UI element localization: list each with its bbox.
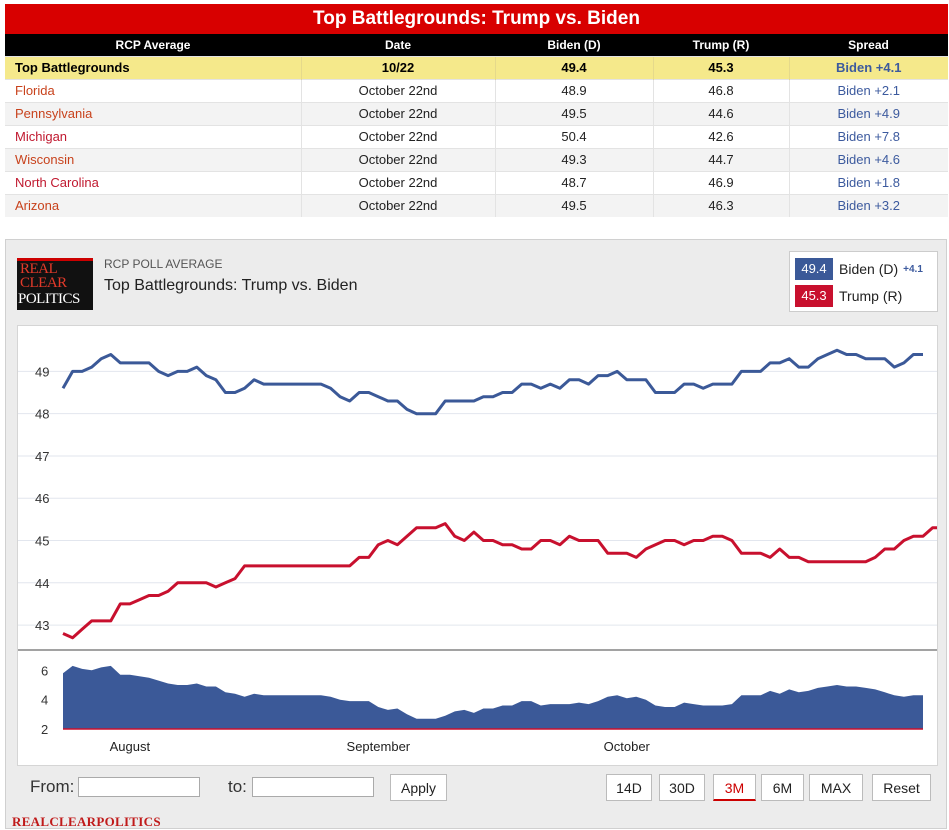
range-3m-button[interactable]: 3M bbox=[713, 774, 756, 801]
row-spread: Biden +3.2 bbox=[788, 193, 948, 217]
col-rcp-average[interactable]: RCP Average bbox=[5, 34, 301, 56]
row-spread: Biden +4.9 bbox=[788, 101, 948, 125]
state-link[interactable]: Pennsylvania bbox=[5, 101, 301, 125]
col-date[interactable]: Date bbox=[301, 34, 495, 56]
row-biden: 49.5 bbox=[494, 193, 653, 217]
spread-tick-label: 6 bbox=[41, 663, 48, 678]
header-title: Top Battlegrounds: Trump vs. Biden bbox=[5, 4, 948, 34]
to-date-input[interactable] bbox=[252, 777, 374, 797]
row-trump: 46.8 bbox=[652, 78, 789, 102]
summary-trump: 45.3 bbox=[652, 55, 789, 79]
row-date: October 22nd bbox=[300, 193, 495, 217]
logo-line-politics: POLITICS bbox=[18, 291, 80, 307]
row-date: October 22nd bbox=[300, 101, 495, 125]
row-trump: 44.6 bbox=[652, 101, 789, 125]
legend-biden-value: 49.4 bbox=[795, 258, 833, 280]
y-tick-label: 45 bbox=[35, 534, 49, 549]
table-row: Arizona October 22nd 49.5 46.3 Biden +3.… bbox=[5, 193, 948, 217]
trump-series-line bbox=[62, 522, 937, 640]
range-controls: From: to: Apply 14D 30D 3M 6M MAX Reset bbox=[17, 767, 938, 805]
row-trump: 46.9 bbox=[652, 170, 789, 194]
chart-kicker: RCP POLL AVERAGE bbox=[104, 257, 223, 271]
row-date: October 22nd bbox=[300, 170, 495, 194]
col-biden[interactable]: Biden (D) bbox=[495, 34, 653, 56]
row-date: October 22nd bbox=[300, 78, 495, 102]
x-month-label: August bbox=[110, 739, 151, 754]
legend-biden-label: Biden (D) bbox=[839, 261, 899, 277]
plot-area[interactable]: 43 44 45 46 47 48 49 2 4 6 August September October bbox=[17, 325, 938, 766]
table-row: Michigan October 22nd 50.4 42.6 Biden +7… bbox=[5, 124, 948, 148]
spread-tick-label: 2 bbox=[41, 722, 48, 737]
range-max-button[interactable]: MAX bbox=[809, 774, 863, 801]
row-trump: 42.6 bbox=[652, 124, 789, 148]
state-link[interactable]: Florida bbox=[5, 78, 301, 102]
row-spread: Biden +7.8 bbox=[788, 124, 948, 148]
footer-logo[interactable]: REALCLEARPOLITICS bbox=[12, 814, 161, 829]
y-tick-label: 49 bbox=[35, 364, 49, 379]
range-6m-button[interactable]: 6M bbox=[761, 774, 804, 801]
biden-series-line bbox=[61, 348, 923, 416]
rcp-logo[interactable]: REAL CLEAR POLITICS bbox=[17, 258, 93, 310]
row-trump: 44.7 bbox=[652, 147, 789, 171]
row-date: October 22nd bbox=[300, 124, 495, 148]
y-tick-label: 44 bbox=[35, 576, 49, 591]
x-month-label: September bbox=[347, 739, 411, 754]
summary-name: Top Battlegrounds bbox=[5, 55, 301, 79]
summary-biden: 49.4 bbox=[494, 55, 653, 79]
legend-biden-spread: +4.1 bbox=[903, 263, 923, 275]
range-14d-button[interactable]: 14D bbox=[606, 774, 652, 801]
col-trump[interactable]: Trump (R) bbox=[653, 34, 789, 56]
from-date-input[interactable] bbox=[78, 777, 200, 797]
y-tick-label: 43 bbox=[35, 618, 49, 633]
y-tick-label: 48 bbox=[35, 407, 49, 422]
logo-line-real: REAL bbox=[20, 261, 58, 277]
table-row: Pennsylvania October 22nd 49.5 44.6 Bide… bbox=[5, 101, 948, 125]
row-biden: 50.4 bbox=[494, 124, 653, 148]
legend-trump-label: Trump (R) bbox=[839, 288, 903, 304]
table-row: Wisconsin October 22nd 49.3 44.7 Biden +… bbox=[5, 147, 948, 171]
table-row: Florida October 22nd 48.9 46.8 Biden +2.… bbox=[5, 78, 948, 102]
rcp-average-table: RCP Average Date Biden (D) Trump (R) Spr… bbox=[5, 34, 948, 217]
summary-date: 10/22 bbox=[300, 55, 495, 79]
state-link[interactable]: Wisconsin bbox=[5, 147, 301, 171]
summary-row: Top Battlegrounds 10/22 49.4 45.3 Biden … bbox=[5, 55, 948, 79]
chart-legend: 49.4 Biden (D) +4.1 45.3 Trump (R) bbox=[789, 251, 938, 312]
table-header-row: RCP Average Date Biden (D) Trump (R) Spr… bbox=[5, 34, 948, 56]
legend-trump[interactable]: 45.3 Trump (R) bbox=[795, 285, 902, 307]
row-biden: 49.5 bbox=[494, 101, 653, 125]
from-label: From: bbox=[30, 777, 75, 796]
legend-biden[interactable]: 49.4 Biden (D) +4.1 bbox=[795, 258, 923, 280]
apply-button[interactable]: Apply bbox=[390, 774, 447, 801]
spread-tick-label: 4 bbox=[41, 693, 48, 708]
state-link[interactable]: Michigan bbox=[5, 124, 301, 148]
row-biden: 49.3 bbox=[494, 147, 653, 171]
row-date: October 22nd bbox=[300, 147, 495, 171]
y-tick-label: 46 bbox=[35, 491, 49, 506]
row-biden: 48.9 bbox=[494, 78, 653, 102]
row-trump: 46.3 bbox=[652, 193, 789, 217]
row-biden: 48.7 bbox=[494, 170, 653, 194]
row-spread: Biden +1.8 bbox=[788, 170, 948, 194]
table-row: North Carolina October 22nd 48.7 46.9 Bi… bbox=[5, 170, 948, 194]
summary-spread: Biden +4.1 bbox=[788, 55, 948, 79]
logo-line-clear: CLEAR bbox=[20, 275, 67, 291]
row-spread: Biden +4.6 bbox=[788, 147, 948, 171]
state-link[interactable]: North Carolina bbox=[5, 170, 301, 194]
col-spread[interactable]: Spread bbox=[789, 34, 948, 56]
range-30d-button[interactable]: 30D bbox=[659, 774, 705, 801]
state-link[interactable]: Arizona bbox=[5, 193, 301, 217]
to-label: to: bbox=[228, 777, 247, 796]
chart-title: Top Battlegrounds: Trump vs. Biden bbox=[104, 277, 358, 294]
y-tick-label: 47 bbox=[35, 449, 49, 464]
row-spread: Biden +2.1 bbox=[788, 78, 948, 102]
spread-area bbox=[63, 665, 923, 729]
x-month-label: October bbox=[604, 739, 651, 754]
poll-chart-panel: REAL CLEAR POLITICS RCP POLL AVERAGE Top… bbox=[5, 239, 947, 829]
legend-trump-value: 45.3 bbox=[795, 285, 833, 307]
reset-button[interactable]: Reset bbox=[872, 774, 931, 801]
